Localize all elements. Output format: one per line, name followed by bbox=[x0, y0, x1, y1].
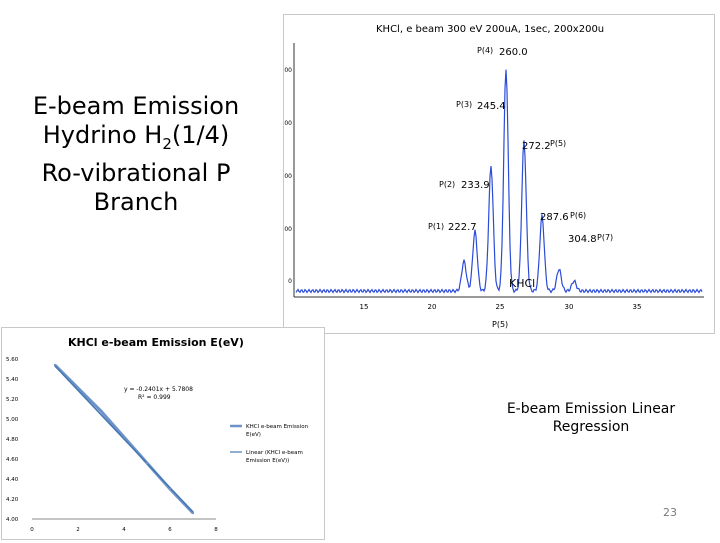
peak-value-p1: 222.7 bbox=[448, 222, 477, 233]
peak-labels: P(1) 222.7 P(2) 233.9 P(3) 245.4 P(4) 26… bbox=[428, 46, 613, 245]
regression-y-tick: 4.20 bbox=[6, 497, 19, 503]
legend-label-data: KHCl e-beam Emission E(eV) bbox=[246, 424, 310, 438]
regression-y-tick: 5.20 bbox=[6, 397, 19, 403]
regression-x-tick: 2 bbox=[76, 527, 80, 533]
title-line-1: E-beam Emission bbox=[32, 92, 240, 120]
peak-branch-p4: P(4) bbox=[477, 46, 493, 55]
peak-branch-p1: P(1) bbox=[428, 222, 444, 231]
spectrum-x-ticks: 15 20 25 30 35 bbox=[360, 303, 642, 311]
title-line-4: Branch bbox=[93, 187, 179, 216]
regression-data-point bbox=[76, 386, 80, 390]
regression-y-tick: 4.00 bbox=[6, 517, 19, 523]
regression-fit-line bbox=[54, 365, 194, 513]
spectrum-y-tick-2000: 2000 bbox=[284, 173, 292, 180]
spectrum-plot: KHCl, e beam 300 eV 200uA, 1sec, 200x200… bbox=[277, 24, 704, 329]
regression-x-tick: 0 bbox=[30, 527, 34, 533]
peak-branch-p5: P(5) bbox=[550, 139, 566, 148]
regression-caption: E-beam Emission Linear Regression bbox=[506, 401, 676, 435]
regression-equation: y = -0.2401x + 5.7808 bbox=[124, 386, 193, 393]
spectrum-y-tick-4000: 4000 bbox=[284, 67, 292, 74]
regression-data-point bbox=[145, 461, 149, 465]
regression-data-point bbox=[122, 435, 126, 439]
regression-y-tick: 5.60 bbox=[6, 357, 19, 363]
regression-data-point bbox=[53, 363, 57, 367]
spectrum-y-tick-0: 0 bbox=[288, 278, 292, 285]
spectrum-x-tick-20: 20 bbox=[428, 303, 437, 311]
spectrum-y-tick-3000: 3000 bbox=[284, 120, 292, 127]
spectrum-trace bbox=[295, 69, 703, 294]
regression-x-tick: 6 bbox=[168, 527, 172, 533]
slide-title: E-beam Emission Hydrino H2(1/4) Ro-vibra… bbox=[20, 92, 252, 217]
peak-value-p7: 304.8 bbox=[568, 234, 597, 245]
peak-value-p3: 245.4 bbox=[477, 101, 506, 112]
regression-r-squared: R² = 0.999 bbox=[138, 394, 171, 401]
regression-title: KHCl e-beam Emission E(eV) bbox=[68, 336, 244, 349]
spectrum-title: KHCl, e beam 300 eV 200uA, 1sec, 200x200… bbox=[376, 24, 604, 35]
spectrum-y-tick-1000: 1000 bbox=[284, 226, 292, 233]
regression-y-ticks: 5.60 5.40 5.20 5.00 4.80 4.60 4.40 4.20 4.00 bbox=[6, 357, 19, 523]
peak-value-p4: 260.0 bbox=[499, 47, 528, 58]
regression-legend: KHCl e-beam Emission E(eV) Linear (KHCl … bbox=[230, 424, 310, 464]
regression-x-ticks: 0 2 4 6 8 bbox=[30, 527, 218, 533]
peak-branch-p7: P(7) bbox=[597, 233, 613, 242]
regression-y-tick: 5.40 bbox=[6, 377, 19, 383]
slide-number: 23 bbox=[663, 506, 677, 519]
legend-label-linear: Linear (KHCl e-beam Emission E(eV)) bbox=[246, 450, 305, 464]
peak-branch-p6: P(6) bbox=[570, 211, 586, 220]
spectrum-x-tick-35: 35 bbox=[633, 303, 642, 311]
regression-plot: KHCl e-beam Emission E(eV) 5.605.405.205… bbox=[6, 336, 310, 533]
peak-branch-p2: P(2) bbox=[439, 180, 455, 189]
regression-y-tick: 4.40 bbox=[6, 477, 19, 483]
title-line-2-subscript: 2 bbox=[162, 134, 172, 153]
peak-value-p5: 272.2 bbox=[522, 141, 551, 152]
peak-branch-p3: P(3) bbox=[456, 100, 472, 109]
spectrum-chart: KHCl, e beam 300 eV 200uA, 1sec, 200x200… bbox=[277, 14, 715, 334]
peak-value-p2: 233.9 bbox=[461, 180, 490, 191]
regression-x-tick: 4 bbox=[122, 527, 126, 533]
spectrum-x-tick-30: 30 bbox=[565, 303, 574, 311]
regression-y-tick: 5.00 bbox=[6, 417, 19, 423]
regression-data-points bbox=[53, 363, 195, 515]
spectrum-y-ticks: 4000 3000 2000 1000 0 bbox=[277, 67, 292, 285]
spectrum-bottom-label: KHCl bbox=[509, 277, 535, 290]
peak-value-p6: 287.6 bbox=[540, 212, 569, 223]
regression-y-tick: 4.60 bbox=[6, 457, 19, 463]
title-line-2-main: Hydrino H bbox=[42, 121, 163, 149]
title-line-2-tail: (1/4) bbox=[171, 121, 230, 149]
regression-data-point bbox=[168, 487, 172, 491]
spectrum-below-axis-label: P(5) bbox=[492, 320, 508, 329]
title-line-2: Hydrino H2(1/4) bbox=[20, 121, 252, 159]
regression-chart: KHCl e-beam Emission E(eV) 5.60 5.40 5.20 5… bbox=[1, 327, 325, 540]
spectrum-x-tick-15: 15 bbox=[360, 303, 369, 311]
spectrum-x-tick-25: 25 bbox=[496, 303, 505, 311]
regression-x-tick: 8 bbox=[214, 527, 218, 533]
regression-data-point bbox=[99, 409, 103, 413]
regression-data-point bbox=[191, 511, 195, 515]
title-line-3: Ro-vibrational P bbox=[41, 158, 231, 187]
regression-y-tick: 4.80 bbox=[6, 437, 19, 443]
